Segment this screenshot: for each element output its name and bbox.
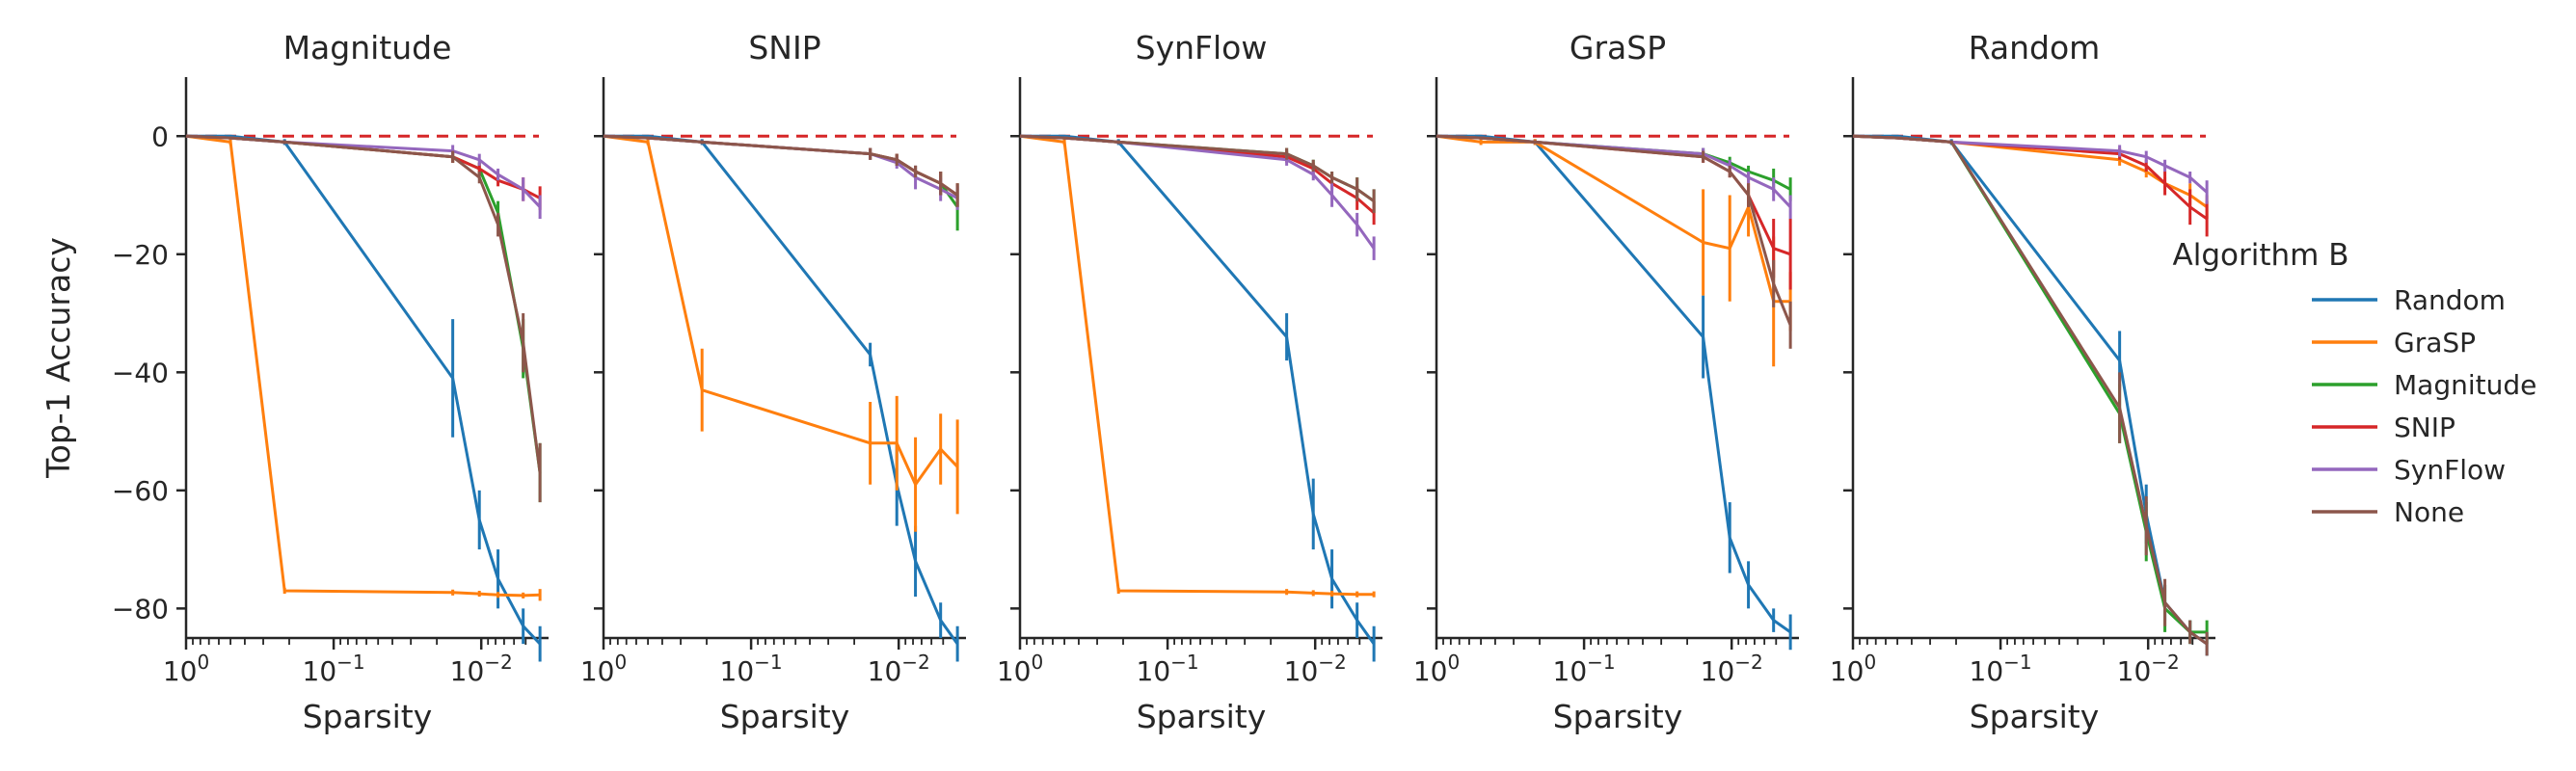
panel-title: SynFlow [1136, 29, 1268, 66]
panel-synflow: SynFlow 100 10−1 10−2 Sparsity [997, 29, 1382, 735]
x-tick-label: 10−2 [450, 651, 513, 687]
legend-label-synflow: SynFlow [2394, 454, 2506, 486]
x-tick-label: 100 [1830, 651, 1876, 687]
legend-label-random: Random [2394, 284, 2506, 316]
panel-random: Random 100 10−1 10−2 Sparsity [1830, 29, 2215, 735]
legend-label-magnitude: Magnitude [2394, 369, 2536, 401]
series-line-synflow [603, 134, 958, 199]
x-axis-label: Sparsity [1970, 698, 2100, 735]
panel-title: SNIP [748, 29, 820, 66]
x-tick-label: 100 [1413, 651, 1460, 687]
x-tick-label: 10−2 [2117, 651, 2180, 687]
chart-panels: Magnitude 0 −20 −40 −60 −80 100 10−1 10−2 Sparsit… [112, 29, 2215, 735]
series-line-none [1436, 134, 1792, 326]
y-tick-label: −80 [112, 593, 169, 625]
series-line-none [1852, 134, 2208, 646]
y-tick-label: −40 [112, 357, 169, 388]
x-tick-label: 10−1 [720, 651, 783, 687]
legend-label-snip: SNIP [2394, 412, 2455, 443]
x-tick-label: 10−1 [1553, 651, 1616, 687]
series-line-random [1436, 134, 1791, 634]
x-tick-label: 100 [163, 651, 209, 687]
series-line-none [603, 134, 958, 197]
series-line-magnitude [1019, 134, 1375, 202]
panel-magnitude: Magnitude 0 −20 −40 −60 −80 100 10−1 10−2 Sparsit… [112, 29, 549, 735]
x-axis-label: Sparsity [720, 698, 850, 735]
series-line-magnitude [185, 134, 542, 473]
series-line-grasp [185, 134, 541, 598]
series-line-none [1019, 134, 1375, 202]
y-tick-label: −20 [112, 239, 169, 271]
panel-snip: SNIP 100 10−1 10−2 Sparsity [580, 29, 966, 735]
panel-title: Magnitude [283, 29, 452, 66]
series-line-grasp [1019, 134, 1375, 597]
series-line-grasp [603, 134, 959, 487]
series-line-grasp [1436, 134, 1791, 304]
series-line-synflow [1852, 134, 2209, 194]
legend-label-none: None [2394, 496, 2464, 528]
y-axis-label: Top-1 Accuracy [40, 237, 77, 479]
legend-title: Algorithm B [2173, 238, 2349, 273]
series-line-snip [1436, 134, 1791, 256]
x-tick-label: 10−2 [1701, 651, 1763, 687]
x-axis-label: Sparsity [1137, 698, 1267, 735]
x-axis-label: Sparsity [1553, 698, 1683, 735]
y-tick-label: 0 [151, 120, 169, 152]
x-tick-label: 10−1 [303, 651, 365, 687]
panel-title: Random [1969, 29, 2101, 66]
panel-title: GraSP [1570, 29, 1666, 66]
x-tick-label: 100 [997, 651, 1043, 687]
x-tick-label: 10−1 [1970, 651, 2032, 687]
panel-grasp: GraSP 100 10−1 10−2 Sparsity [1413, 29, 1799, 735]
x-tick-label: 100 [580, 651, 627, 687]
x-axis-label: Sparsity [303, 698, 433, 735]
series-line-none [185, 134, 542, 473]
legend: Algorithm B Random GraSP Magnitude SNIP SynF… [2173, 238, 2537, 528]
x-tick-label: 10−1 [1137, 651, 1199, 687]
legend-label-grasp: GraSP [2394, 327, 2476, 359]
series-line-random [604, 134, 959, 645]
x-tick-label: 10−2 [1284, 651, 1347, 687]
x-tick-label: 10−2 [868, 651, 930, 687]
series-line-synflow [1436, 134, 1792, 208]
y-tick-label: −60 [112, 475, 169, 507]
